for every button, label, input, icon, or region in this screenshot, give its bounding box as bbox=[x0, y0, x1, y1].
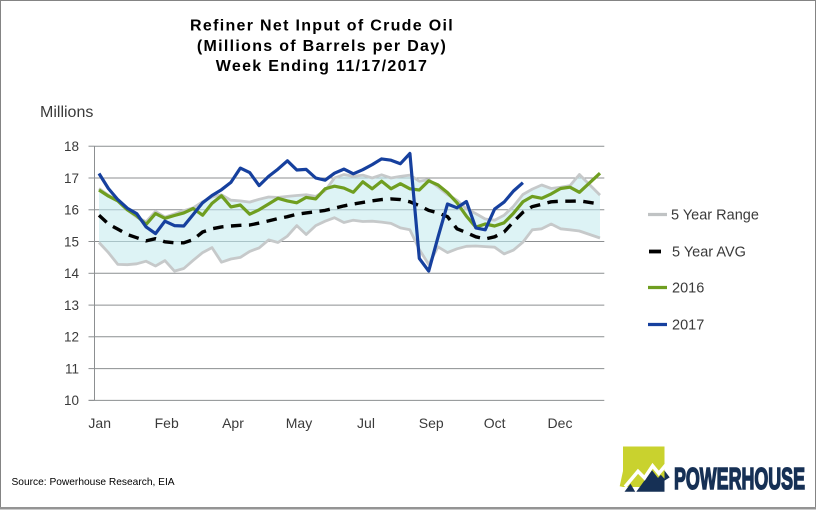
svg-text:2016: 2016 bbox=[672, 281, 704, 297]
svg-text:Apr: Apr bbox=[222, 415, 244, 431]
svg-text:POWERHOUSE: POWERHOUSE bbox=[674, 462, 805, 496]
svg-text:Refiner Net Input of Crude Oil: Refiner Net Input of Crude Oil bbox=[190, 18, 454, 35]
svg-text:14: 14 bbox=[64, 266, 80, 281]
svg-text:15: 15 bbox=[64, 234, 79, 249]
svg-text:17: 17 bbox=[64, 171, 79, 186]
svg-text:5 Year Range: 5 Year Range bbox=[671, 208, 759, 224]
svg-text:Dec: Dec bbox=[548, 415, 573, 431]
svg-text:18: 18 bbox=[64, 139, 79, 154]
svg-text:Feb: Feb bbox=[155, 415, 179, 431]
svg-text:10: 10 bbox=[64, 393, 79, 408]
svg-text:Source: Powerhouse Research, E: Source: Powerhouse Research, EIA bbox=[12, 477, 175, 488]
svg-text:Jan: Jan bbox=[88, 415, 111, 431]
svg-text:May: May bbox=[286, 415, 312, 431]
svg-text:11: 11 bbox=[65, 361, 79, 376]
svg-text:Oct: Oct bbox=[484, 415, 506, 431]
svg-text:5 Year AVG: 5 Year AVG bbox=[672, 245, 746, 261]
svg-text:16: 16 bbox=[64, 203, 79, 218]
svg-text:(Millions of Barrels per Day): (Millions of Barrels per Day) bbox=[197, 38, 447, 55]
svg-text:Week Ending 11/17/2017: Week Ending 11/17/2017 bbox=[216, 58, 428, 75]
svg-text:Jul: Jul bbox=[357, 415, 375, 431]
svg-text:12: 12 bbox=[64, 330, 79, 345]
svg-text:2017: 2017 bbox=[672, 318, 704, 334]
svg-text:Sep: Sep bbox=[419, 415, 444, 431]
svg-text:Millions: Millions bbox=[40, 104, 93, 121]
svg-text:13: 13 bbox=[64, 298, 79, 313]
